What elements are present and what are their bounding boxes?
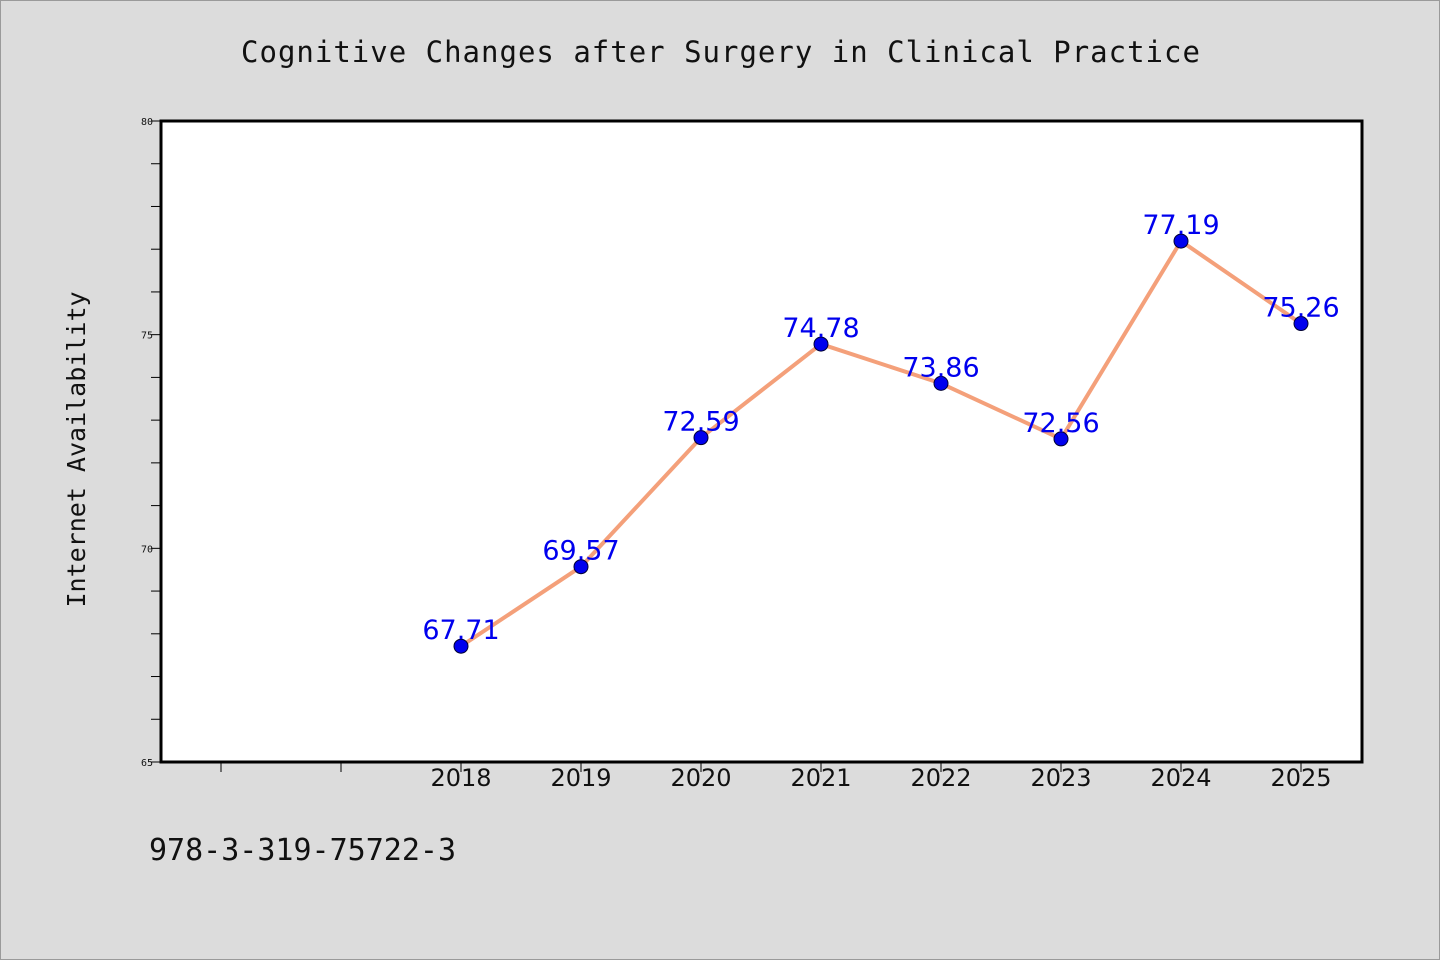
- data-point: [1293, 316, 1309, 332]
- data-point: [573, 559, 589, 575]
- data-label: 72.59: [662, 407, 739, 438]
- x-tick-label: 2019: [550, 764, 611, 792]
- data-label: 69.57: [542, 536, 619, 567]
- data-point: [1173, 233, 1189, 249]
- y-tick-label: 70: [141, 544, 153, 555]
- chart-title: Cognitive Changes after Surgery in Clini…: [241, 35, 1201, 69]
- data-label: 67.71: [422, 615, 499, 646]
- plot-area: [159, 119, 1364, 764]
- data-label: 74.78: [782, 313, 859, 344]
- footer-id: 978-3-319-75722-3: [149, 833, 457, 868]
- x-tick-label: 2024: [1150, 764, 1211, 792]
- x-tick-label: 2021: [790, 764, 851, 792]
- x-tick-label: 2023: [1030, 764, 1091, 792]
- x-tick-label: 2022: [910, 764, 971, 792]
- x-tick-label: 2025: [1270, 764, 1331, 792]
- y-axis-title: Internet Availability: [62, 291, 91, 607]
- x-tick-label: 2018: [430, 764, 491, 792]
- series-line: [459, 239, 1303, 648]
- y-tick-label: 65: [141, 758, 153, 769]
- data-point: [693, 430, 709, 446]
- x-tick-label: 2020: [670, 764, 731, 792]
- data-point: [813, 336, 829, 352]
- data-point: [933, 375, 949, 391]
- y-tick-label: 80: [141, 117, 153, 128]
- data-label: 72.56: [1022, 408, 1099, 439]
- y-tick-label: 75: [141, 331, 153, 342]
- data-label: 73.86: [902, 352, 979, 383]
- data-label: 75.26: [1262, 293, 1339, 324]
- data-label: 77.19: [1142, 210, 1219, 241]
- data-point: [453, 638, 469, 654]
- data-point: [1053, 431, 1069, 447]
